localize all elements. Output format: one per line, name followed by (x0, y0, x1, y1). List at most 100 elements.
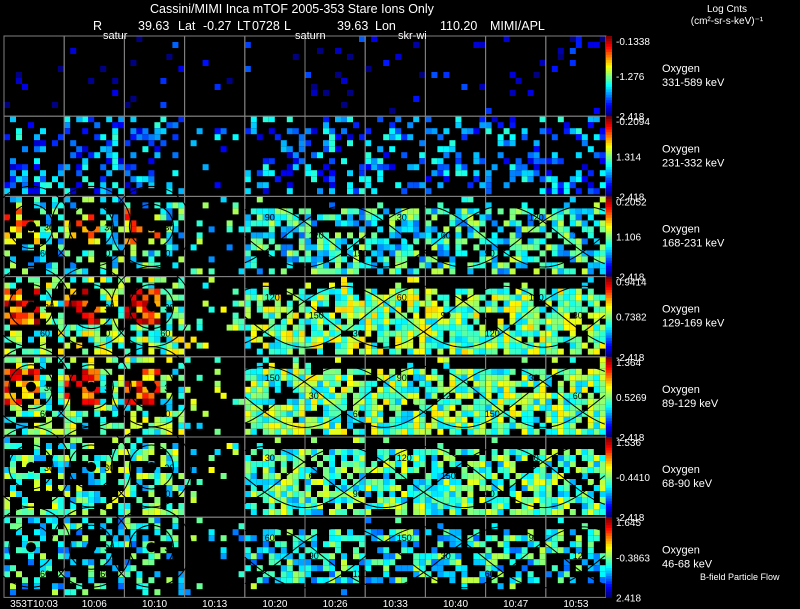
heatmap-pixel (166, 244, 173, 251)
heatmap-pixel (178, 66, 185, 72)
time-tick-label: 10:13 (202, 599, 227, 609)
heatmap-pixel (112, 330, 119, 337)
heatmap-pixel (298, 368, 305, 375)
heatmap-pixel (100, 497, 107, 503)
heatmap-pixel (527, 336, 534, 343)
heatmap-pixel (371, 250, 378, 257)
heatmap-pixel (130, 565, 137, 572)
heatmap-pixel (305, 404, 311, 411)
heatmap-pixel (575, 348, 582, 355)
heatmap-pixel (503, 386, 510, 393)
heatmap-pixel (329, 571, 335, 578)
heatmap-pixel (539, 422, 546, 429)
heatmap-pixel (305, 318, 311, 325)
heatmap-pixel (587, 374, 594, 381)
heatmap-pixel (136, 330, 143, 337)
heatmap-pixel (232, 529, 239, 536)
heatmap-pixel (407, 380, 414, 387)
heatmap-pixel (244, 220, 251, 227)
heatmap-pixel (467, 422, 474, 429)
heatmap-pixel (395, 392, 402, 399)
heatmap-pixel (431, 374, 438, 381)
species-label: Oxygen (662, 384, 700, 396)
heatmap-pixel (70, 356, 77, 363)
heatmap-pixel (46, 416, 52, 423)
heatmap-pixel (599, 244, 606, 251)
heatmap-pixel (214, 380, 221, 387)
heatmap-pixel (491, 380, 498, 387)
heatmap-pixel (244, 416, 251, 423)
heatmap-pixel (443, 300, 450, 307)
heatmap-pixel (298, 422, 305, 429)
heatmap-pixel (305, 170, 311, 177)
heatmap-pixel (533, 164, 540, 171)
heatmap-pixel (142, 583, 149, 590)
heatmap-pixel (298, 208, 305, 215)
heatmap-pixel (292, 214, 299, 221)
heatmap-pixel (335, 268, 341, 275)
heatmap-pixel (100, 428, 107, 435)
heatmap-pixel (46, 443, 52, 449)
heatmap-pixel (323, 380, 329, 387)
heatmap-pixel (124, 348, 131, 355)
heatmap-pixel (419, 491, 426, 497)
heatmap-pixel (497, 422, 504, 429)
heatmap-pixel (40, 232, 46, 239)
heatmap-pixel (587, 565, 594, 572)
heatmap-pixel (521, 244, 528, 251)
heatmap-pixel (286, 410, 293, 417)
heatmap-pixel (545, 398, 552, 405)
heatmap-pixel (395, 312, 402, 319)
heatmap-pixel (274, 294, 281, 301)
heatmap-pixel (515, 336, 522, 343)
heatmap-pixel (587, 416, 594, 423)
colorbar-segment (606, 335, 612, 339)
colorbar-segment (606, 479, 612, 483)
heatmap-pixel (407, 300, 414, 307)
heatmap-pixel (557, 226, 564, 233)
heatmap-pixel (407, 455, 414, 461)
heatmap-pixel (371, 164, 378, 171)
heatmap-pixel (467, 196, 474, 203)
heatmap-pixel (130, 244, 137, 251)
heatmap-pixel (166, 479, 173, 485)
heatmap-pixel (401, 336, 408, 343)
heatmap-pixel (311, 509, 317, 515)
heatmap-pixel (569, 250, 576, 257)
heatmap-pixel (461, 473, 468, 479)
heatmap-pixel (214, 449, 221, 455)
heatmap-pixel (551, 336, 558, 343)
heatmap-pixel (280, 461, 287, 467)
heatmap-pixel (40, 330, 46, 337)
heatmap-pixel (305, 214, 311, 221)
heatmap-pixel (395, 226, 402, 233)
heatmap-pixel (311, 268, 317, 275)
heatmap-pixel (377, 547, 384, 554)
heatmap-pixel (323, 455, 329, 461)
heatmap-pixel (419, 509, 426, 515)
heatmap-pixel (563, 182, 570, 189)
heatmap-pixel (389, 398, 396, 405)
heatmap-pixel (443, 497, 450, 503)
energy-range-label: 231-332 keV (662, 157, 725, 169)
heatmap-pixel (473, 374, 480, 381)
colorbar-segment (606, 573, 612, 577)
heatmap-pixel (359, 170, 365, 177)
heatmap-pixel (479, 467, 486, 473)
heatmap-pixel (250, 449, 257, 455)
heatmap-pixel (341, 158, 347, 165)
heatmap-pixel (413, 226, 420, 233)
heatmap-pixel (124, 404, 131, 411)
heatmap-pixel (527, 176, 534, 183)
heatmap-pixel (365, 256, 372, 263)
heatmap-pixel (539, 262, 546, 269)
heatmap-pixel (401, 294, 408, 301)
heatmap-pixel (347, 54, 353, 60)
heatmap-pixel (148, 336, 155, 343)
heatmap-pixel (40, 509, 46, 515)
heatmap-pixel (581, 398, 588, 405)
heatmap-pixel (220, 306, 227, 313)
heatmap-pixel (100, 422, 107, 429)
heatmap-pixel (305, 392, 311, 399)
heatmap-pixel (587, 226, 594, 233)
